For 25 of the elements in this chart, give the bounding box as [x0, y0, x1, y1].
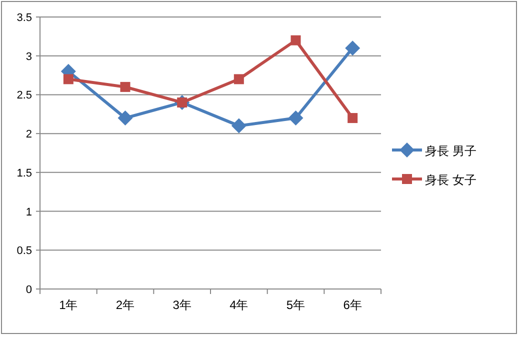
- point: [290, 35, 301, 46]
- y-tick-label: 3.5: [16, 12, 32, 24]
- y-tick-label: 1: [26, 206, 32, 218]
- point: [288, 110, 304, 126]
- y-tick-label: 2: [26, 128, 32, 141]
- y-tick-label: 1.5: [16, 167, 32, 180]
- point: [345, 40, 360, 56]
- point: [231, 118, 246, 134]
- x-tick-label: 2年: [116, 298, 135, 312]
- y-tick-label: 0.5: [16, 245, 32, 258]
- point: [348, 113, 358, 124]
- y-tick-label: 3: [26, 50, 32, 63]
- x-tick-label: 1年: [59, 298, 78, 312]
- point: [234, 74, 244, 84]
- point: [120, 82, 130, 92]
- x-tick-label: 6年: [343, 298, 362, 312]
- x-tick-label: 5年: [286, 298, 306, 312]
- x-tick-label: 4年: [230, 298, 248, 312]
- point: [118, 110, 133, 126]
- x-tick-label: 3年: [172, 298, 192, 312]
- legend-label: 身長 男子: [425, 144, 476, 158]
- y-tick-label: 0: [26, 284, 32, 296]
- legend-label: 身長 女子: [425, 173, 476, 187]
- point: [63, 74, 74, 84]
- y-tick-label: 2.5: [16, 90, 32, 102]
